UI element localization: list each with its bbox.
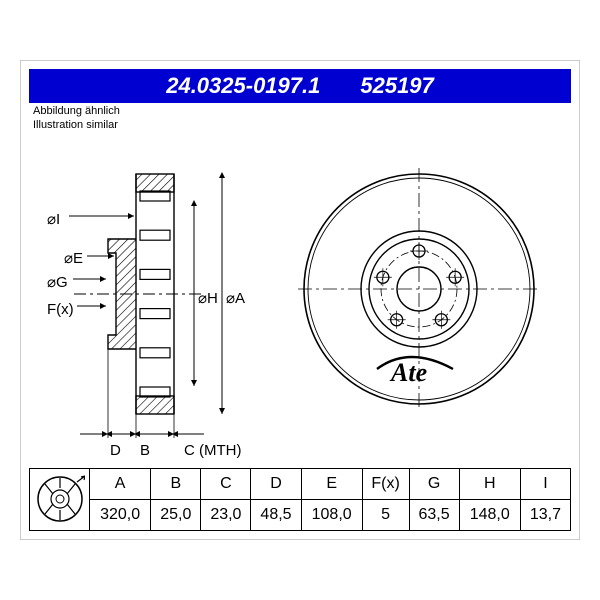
table-header-cell: A: [90, 468, 151, 499]
part-number: 24.0325-0197.1: [166, 73, 320, 99]
table-value-cell: 23,0: [201, 499, 251, 530]
header-bar: 24.0325-0197.1 525197: [29, 69, 571, 103]
spec-table: ABCDEF(x)GHI 320,025,023,048,5108,0563,5…: [29, 468, 571, 531]
table-header-cell: B: [151, 468, 201, 499]
table-header-row: ABCDEF(x)GHI: [30, 468, 571, 499]
table-value-cell: 48,5: [251, 499, 301, 530]
table-header-cell: H: [459, 468, 520, 499]
table-header-cell: I: [520, 468, 570, 499]
svg-text:⌀E: ⌀E: [64, 250, 83, 267]
subtitle: Abbildung ähnlich Illustration similar: [29, 103, 571, 133]
subtitle-line2: Illustration similar: [33, 119, 567, 132]
svg-text:B: B: [140, 442, 150, 459]
table-header-cell: E: [301, 468, 362, 499]
disc-icon: [35, 474, 85, 524]
table-header-cell: D: [251, 468, 301, 499]
subtitle-line1: Abbildung ähnlich: [33, 105, 567, 118]
diagram-area: ⌀I ⌀G ⌀E F(x) ⌀H ⌀A B C (MTH) D Ate: [29, 134, 571, 464]
table-header-cell: F(x): [362, 468, 409, 499]
table-value-cell: 5: [362, 499, 409, 530]
table-value-cell: 148,0: [459, 499, 520, 530]
spec-card: 24.0325-0197.1 525197 Abbildung ähnlich …: [20, 60, 580, 539]
table-header-cell: G: [409, 468, 459, 499]
svg-text:⌀H: ⌀H: [198, 290, 218, 307]
svg-text:F(x): F(x): [47, 301, 74, 318]
table-value-cell: 108,0: [301, 499, 362, 530]
table-value-cell: 320,0: [90, 499, 151, 530]
svg-text:⌀A: ⌀A: [226, 290, 245, 307]
svg-text:C (MTH): C (MTH): [184, 442, 241, 459]
alt-number: 525197: [360, 73, 433, 99]
table-value-row: 320,025,023,048,5108,0563,5148,013,7: [30, 499, 571, 530]
disc-icon-cell: [30, 468, 90, 530]
svg-text:⌀G: ⌀G: [47, 274, 68, 291]
table-value-cell: 13,7: [520, 499, 570, 530]
brake-disc-diagram: ⌀I ⌀G ⌀E F(x) ⌀H ⌀A B C (MTH) D Ate: [29, 134, 569, 464]
table-value-cell: 25,0: [151, 499, 201, 530]
table-value-cell: 63,5: [409, 499, 459, 530]
table-header-cell: C: [201, 468, 251, 499]
svg-text:Ate: Ate: [389, 358, 427, 387]
svg-text:D: D: [110, 442, 121, 459]
svg-text:⌀I: ⌀I: [47, 211, 60, 228]
